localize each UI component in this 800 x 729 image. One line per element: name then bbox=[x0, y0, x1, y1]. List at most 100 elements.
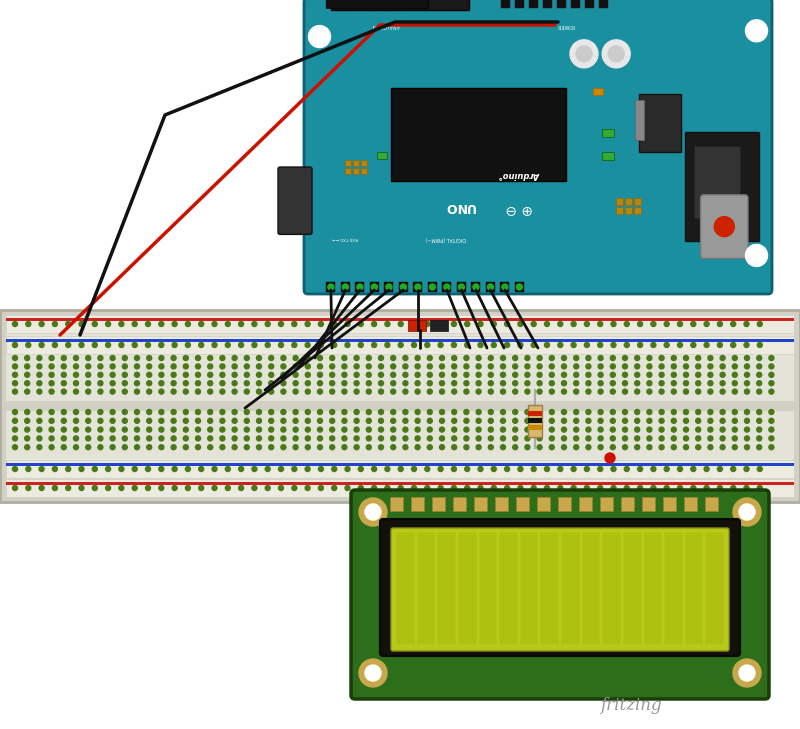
Circle shape bbox=[134, 373, 139, 378]
Bar bbox=[643, 532, 662, 645]
Circle shape bbox=[525, 389, 530, 394]
Circle shape bbox=[513, 418, 518, 424]
Circle shape bbox=[671, 436, 676, 441]
Circle shape bbox=[74, 381, 78, 386]
Circle shape bbox=[513, 389, 518, 394]
Circle shape bbox=[98, 410, 103, 415]
Circle shape bbox=[464, 364, 469, 369]
Circle shape bbox=[366, 381, 371, 386]
Bar bbox=[528, 411, 542, 416]
Circle shape bbox=[378, 381, 383, 386]
Bar bbox=[411, 497, 424, 511]
Circle shape bbox=[146, 373, 152, 378]
Circle shape bbox=[171, 364, 176, 369]
Circle shape bbox=[74, 373, 78, 378]
Circle shape bbox=[537, 389, 542, 394]
Circle shape bbox=[647, 356, 652, 361]
Bar bbox=[685, 532, 703, 645]
Circle shape bbox=[358, 486, 363, 491]
Circle shape bbox=[744, 486, 749, 491]
Circle shape bbox=[183, 445, 188, 450]
Circle shape bbox=[122, 410, 127, 415]
Bar bbox=[626, 198, 632, 205]
Circle shape bbox=[371, 284, 378, 290]
Circle shape bbox=[531, 467, 536, 472]
Circle shape bbox=[586, 373, 591, 378]
Circle shape bbox=[186, 486, 190, 491]
Text: Arduino°: Arduino° bbox=[499, 171, 540, 179]
Circle shape bbox=[244, 389, 250, 394]
Circle shape bbox=[53, 321, 58, 327]
Circle shape bbox=[366, 427, 371, 432]
Circle shape bbox=[610, 381, 615, 386]
Circle shape bbox=[398, 321, 403, 327]
Circle shape bbox=[531, 486, 536, 491]
Circle shape bbox=[257, 436, 262, 441]
Text: ⊕ ⊖: ⊕ ⊖ bbox=[506, 203, 534, 217]
Circle shape bbox=[292, 486, 297, 491]
Circle shape bbox=[39, 467, 44, 472]
Circle shape bbox=[488, 364, 494, 369]
Circle shape bbox=[411, 467, 417, 472]
Circle shape bbox=[610, 364, 615, 369]
Circle shape bbox=[25, 410, 30, 415]
Bar bbox=[478, 532, 497, 645]
Circle shape bbox=[86, 381, 90, 386]
Circle shape bbox=[332, 343, 337, 348]
Circle shape bbox=[134, 381, 139, 386]
Circle shape bbox=[66, 467, 70, 472]
Circle shape bbox=[476, 427, 481, 432]
Circle shape bbox=[306, 410, 310, 415]
Bar bbox=[684, 497, 697, 511]
Circle shape bbox=[464, 373, 469, 378]
Circle shape bbox=[730, 467, 736, 472]
Circle shape bbox=[622, 427, 627, 432]
Circle shape bbox=[491, 343, 496, 348]
Circle shape bbox=[651, 486, 656, 491]
Circle shape bbox=[98, 427, 103, 432]
Circle shape bbox=[342, 427, 347, 432]
Circle shape bbox=[488, 427, 494, 432]
Circle shape bbox=[172, 343, 177, 348]
Circle shape bbox=[683, 356, 689, 361]
Circle shape bbox=[390, 410, 396, 415]
Circle shape bbox=[708, 445, 713, 450]
Text: DIGITAL (PWM~): DIGITAL (PWM~) bbox=[426, 235, 466, 241]
Circle shape bbox=[714, 217, 734, 237]
Circle shape bbox=[208, 427, 213, 432]
Circle shape bbox=[110, 364, 115, 369]
Circle shape bbox=[342, 445, 347, 450]
Circle shape bbox=[110, 445, 115, 450]
Circle shape bbox=[720, 445, 725, 450]
Circle shape bbox=[720, 410, 725, 415]
Circle shape bbox=[26, 321, 30, 327]
Circle shape bbox=[13, 381, 18, 386]
Circle shape bbox=[13, 436, 18, 441]
Text: UNO: UNO bbox=[444, 200, 475, 213]
Circle shape bbox=[226, 321, 230, 327]
Circle shape bbox=[25, 381, 30, 386]
Bar bbox=[345, 160, 350, 166]
Circle shape bbox=[403, 381, 408, 386]
Circle shape bbox=[328, 284, 334, 290]
Circle shape bbox=[732, 436, 738, 441]
Bar bbox=[408, 320, 426, 331]
Bar bbox=[623, 532, 642, 645]
Bar bbox=[341, 282, 350, 292]
Circle shape bbox=[704, 343, 709, 348]
Circle shape bbox=[366, 410, 371, 415]
Circle shape bbox=[146, 381, 152, 386]
Circle shape bbox=[98, 389, 103, 394]
Bar bbox=[520, 532, 538, 645]
Circle shape bbox=[79, 486, 84, 491]
Circle shape bbox=[571, 467, 576, 472]
Circle shape bbox=[37, 389, 42, 394]
Circle shape bbox=[744, 467, 749, 472]
FancyBboxPatch shape bbox=[304, 0, 772, 294]
Circle shape bbox=[186, 321, 190, 327]
Text: RX0 TX0 ←→: RX0 TX0 ←→ bbox=[332, 236, 358, 240]
Circle shape bbox=[49, 427, 54, 432]
Circle shape bbox=[696, 427, 701, 432]
Circle shape bbox=[98, 364, 103, 369]
Circle shape bbox=[13, 343, 18, 348]
